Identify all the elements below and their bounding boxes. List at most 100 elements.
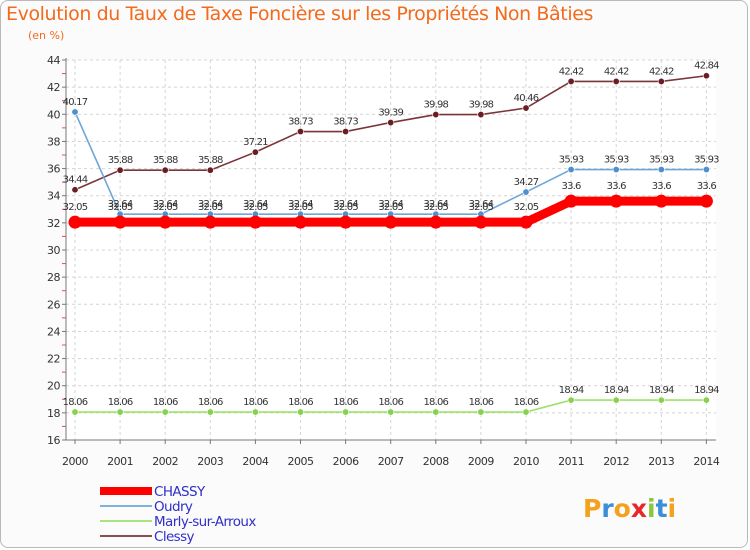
data-label: 32.64	[333, 199, 358, 210]
data-label: 38.73	[288, 117, 313, 128]
data-point	[432, 408, 440, 416]
data-point	[522, 188, 530, 196]
data-label: 42.42	[604, 66, 629, 77]
data-label: 35.88	[153, 155, 178, 166]
x-tick-label: 2002	[152, 455, 178, 468]
data-label: 35.88	[108, 155, 133, 166]
data-point	[612, 166, 620, 174]
data-label: 33.6	[562, 181, 582, 192]
data-label: 32.05	[288, 202, 313, 213]
data-point	[657, 396, 665, 404]
data-label: 32.05	[63, 202, 88, 213]
x-tick-label: 2005	[288, 455, 314, 468]
data-label: 42.42	[559, 66, 584, 77]
data-label: 42.84	[694, 61, 719, 72]
x-tick-label: 2000	[62, 455, 88, 468]
data-label: 18.06	[198, 397, 223, 408]
data-point	[657, 77, 665, 85]
y-tick-label: 36	[47, 163, 60, 176]
data-point	[567, 166, 575, 174]
legend-label: Oudry	[154, 499, 193, 515]
y-axis-unit: (en %)	[28, 29, 65, 42]
x-tick-label: 2007	[378, 455, 404, 468]
y-tick-label: 22	[47, 353, 60, 366]
data-label: 18.94	[559, 385, 584, 396]
data-label: 18.06	[63, 397, 88, 408]
data-label: 18.94	[604, 385, 629, 396]
data-point	[567, 77, 575, 85]
y-tick-label: 44	[47, 54, 60, 67]
data-label: 37.21	[243, 137, 268, 148]
data-label: 35.93	[649, 155, 674, 166]
y-tick-label: 30	[47, 244, 60, 257]
x-tick-label: 2012	[603, 455, 629, 468]
x-tick-label: 2006	[333, 455, 359, 468]
x-tick-label: 2013	[648, 455, 674, 468]
data-point	[699, 194, 713, 208]
data-label: 32.05	[153, 202, 178, 213]
data-point	[567, 396, 575, 404]
data-point	[339, 215, 353, 229]
data-point	[612, 396, 620, 404]
data-point	[296, 128, 304, 136]
x-tick-label: 2011	[558, 455, 584, 468]
y-tick-label: 18	[47, 407, 60, 420]
data-label: 32.05	[333, 202, 358, 213]
data-label: 32.05	[378, 202, 403, 213]
data-label: 32.64	[469, 199, 494, 210]
data-label: 18.06	[153, 397, 178, 408]
data-label: 32.05	[423, 202, 448, 213]
data-point	[342, 128, 350, 136]
data-label: 32.64	[288, 199, 313, 210]
data-point	[206, 408, 214, 416]
data-label: 42.42	[649, 66, 674, 77]
data-label: 32.64	[108, 199, 133, 210]
data-label: 35.93	[604, 155, 629, 166]
data-point	[68, 215, 82, 229]
data-label: 34.44	[63, 175, 88, 186]
data-label: 32.05	[108, 202, 133, 213]
data-point	[251, 408, 259, 416]
data-point	[432, 111, 440, 119]
proxiti-logo: Proxiti	[583, 494, 676, 523]
data-label: 35.88	[198, 155, 223, 166]
data-point	[609, 194, 623, 208]
y-tick-label: 32	[47, 217, 60, 230]
data-point	[296, 408, 304, 416]
data-label: 32.64	[378, 199, 403, 210]
y-tick-label: 34	[47, 190, 60, 203]
data-point	[116, 408, 124, 416]
data-label: 39.98	[469, 100, 494, 111]
data-label: 33.6	[697, 181, 717, 192]
data-label: 18.06	[243, 397, 268, 408]
y-tick-label: 28	[47, 271, 60, 284]
data-label: 18.06	[423, 397, 448, 408]
data-label: 18.06	[514, 397, 539, 408]
x-tick-label: 2003	[197, 455, 223, 468]
data-point	[251, 148, 259, 156]
y-tick-label: 26	[47, 298, 60, 311]
data-point	[387, 408, 395, 416]
data-point	[429, 215, 443, 229]
data-point	[702, 396, 710, 404]
data-point	[522, 408, 530, 416]
data-label: 32.64	[423, 199, 448, 210]
data-point	[387, 119, 395, 127]
data-point	[71, 108, 79, 116]
data-label: 32.05	[243, 202, 268, 213]
data-label: 39.98	[423, 100, 448, 111]
x-tick-label: 2004	[242, 455, 268, 468]
data-label: 18.06	[378, 397, 403, 408]
data-point	[206, 166, 214, 174]
data-point	[519, 215, 533, 229]
data-point	[702, 72, 710, 80]
data-label: 32.05	[469, 202, 494, 213]
data-label: 40.46	[514, 93, 539, 104]
x-tick-label: 2008	[423, 455, 449, 468]
data-point	[477, 408, 485, 416]
y-tick-label: 16	[47, 434, 60, 447]
legend-label: CHASSY	[154, 484, 206, 500]
data-point	[477, 111, 485, 119]
data-label: 33.6	[652, 181, 672, 192]
data-point	[522, 104, 530, 112]
